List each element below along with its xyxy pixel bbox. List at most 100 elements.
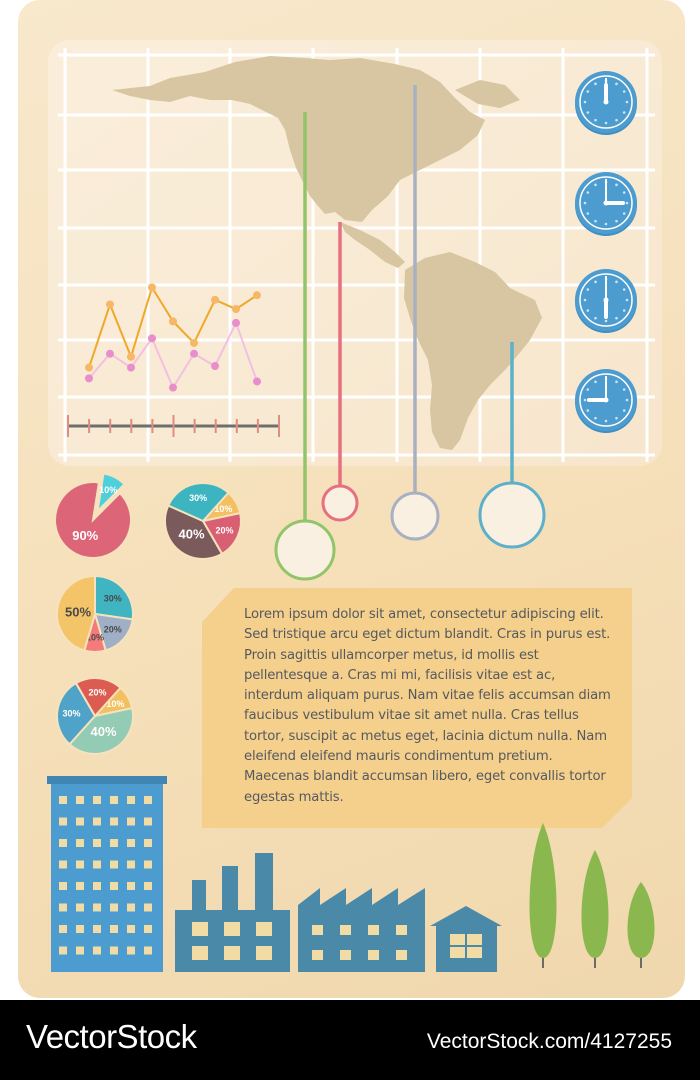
text-box-background bbox=[202, 588, 632, 828]
pie-slice bbox=[56, 574, 96, 652]
building-window bbox=[93, 796, 101, 804]
clock-dot bbox=[604, 222, 608, 226]
building-window bbox=[93, 946, 101, 955]
pie-label: 20% bbox=[216, 526, 234, 536]
clock-dot bbox=[604, 121, 608, 125]
data-point bbox=[190, 349, 198, 358]
clock-icon bbox=[575, 269, 637, 333]
clock-dot bbox=[622, 388, 626, 391]
map-connectors bbox=[274, 85, 546, 581]
data-point bbox=[148, 334, 156, 343]
building-window bbox=[93, 882, 101, 890]
pie-chart: 10% 40% 30% 20% bbox=[56, 677, 134, 755]
clock-dot bbox=[586, 111, 590, 114]
clock-dot bbox=[622, 111, 626, 114]
infographic-artwork: 90%10%10%20%40%30%30%20%10%50%10%40%30%2… bbox=[47, 40, 662, 972]
building-window bbox=[93, 839, 101, 847]
factory-window bbox=[312, 950, 323, 960]
tree bbox=[627, 882, 655, 958]
connector-circle bbox=[321, 484, 359, 522]
clock-icon bbox=[575, 369, 637, 433]
data-point bbox=[169, 317, 177, 326]
building-window bbox=[76, 860, 84, 869]
data-point bbox=[190, 338, 198, 347]
clock-dot bbox=[586, 388, 590, 391]
building-window bbox=[76, 796, 84, 804]
building-window bbox=[59, 903, 67, 912]
clock-dot bbox=[622, 288, 626, 291]
clock-center bbox=[603, 99, 609, 105]
building-window bbox=[110, 882, 118, 890]
factory-window bbox=[340, 925, 351, 935]
building-window bbox=[144, 817, 152, 826]
factory-window bbox=[340, 950, 351, 960]
clock-dot bbox=[586, 288, 590, 291]
clock-dot bbox=[615, 316, 618, 320]
building-window bbox=[93, 925, 101, 933]
pie-label: 50% bbox=[65, 605, 91, 620]
factory-window bbox=[224, 946, 240, 960]
tree bbox=[529, 823, 557, 958]
factory-window bbox=[396, 950, 407, 960]
factory-sawtooth bbox=[298, 888, 425, 972]
clock-dot bbox=[604, 419, 608, 423]
data-point bbox=[106, 300, 114, 309]
pie-label: 30% bbox=[104, 594, 122, 604]
pie-slice bbox=[94, 574, 134, 621]
pie-slice bbox=[74, 677, 122, 718]
clock-rim bbox=[579, 373, 633, 427]
pie-label: 10% bbox=[106, 699, 124, 709]
building-window bbox=[127, 839, 135, 847]
building-window bbox=[110, 817, 118, 826]
data-point bbox=[127, 352, 135, 361]
building-window bbox=[144, 925, 152, 933]
clock-dot bbox=[625, 398, 629, 402]
clock-dot bbox=[594, 416, 597, 420]
pie-chart: 10% 20% 40% 30% bbox=[164, 482, 242, 560]
pie-label: 10% bbox=[86, 633, 104, 643]
factory-window bbox=[312, 925, 323, 935]
building-window bbox=[110, 925, 118, 933]
building-window bbox=[110, 946, 118, 955]
pie-label: 40% bbox=[91, 724, 117, 739]
building-window bbox=[59, 817, 67, 826]
clock-dot bbox=[583, 201, 587, 205]
clock-dot bbox=[622, 191, 626, 194]
building-window bbox=[144, 796, 152, 804]
pie-label: 30% bbox=[189, 493, 207, 503]
factory-window bbox=[256, 946, 272, 960]
clock-dot bbox=[625, 298, 629, 302]
factory-window bbox=[396, 925, 407, 935]
building-window bbox=[144, 882, 152, 890]
clock-rim bbox=[579, 75, 633, 129]
pie-slice bbox=[201, 511, 242, 556]
clock-rim bbox=[579, 273, 633, 327]
building-roof bbox=[47, 776, 167, 784]
building-window bbox=[76, 882, 84, 890]
clock-icon bbox=[575, 172, 637, 236]
pie-label: 10% bbox=[99, 485, 117, 495]
connector-circle bbox=[478, 481, 546, 549]
clock-dot bbox=[594, 118, 597, 122]
pie-label: 90% bbox=[72, 528, 98, 543]
building-window bbox=[59, 882, 67, 890]
clock-column bbox=[575, 71, 637, 433]
grid-lines bbox=[58, 48, 655, 462]
clock-rim bbox=[579, 176, 633, 230]
clock-dot bbox=[604, 319, 608, 323]
clock-dot bbox=[594, 380, 597, 384]
city-skyline bbox=[47, 776, 655, 972]
pie-slice bbox=[166, 482, 230, 523]
building-window bbox=[127, 882, 135, 890]
vectorstock-logo: VectorStock bbox=[26, 1018, 197, 1055]
building-window bbox=[76, 839, 84, 847]
connector-circle bbox=[274, 519, 336, 581]
pie-slice bbox=[54, 481, 132, 559]
data-point bbox=[232, 305, 240, 314]
building-window bbox=[110, 860, 118, 869]
clock-dot bbox=[583, 100, 587, 104]
clock-icon bbox=[575, 71, 637, 135]
pie-slice bbox=[56, 681, 97, 746]
pie-charts: 90%10%10%20%40%30%30%20%10%50%10%40%30%2… bbox=[54, 472, 242, 755]
data-point bbox=[169, 383, 177, 392]
